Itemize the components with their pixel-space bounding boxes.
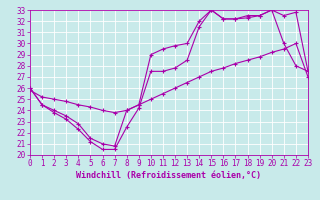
- X-axis label: Windchill (Refroidissement éolien,°C): Windchill (Refroidissement éolien,°C): [76, 171, 261, 180]
